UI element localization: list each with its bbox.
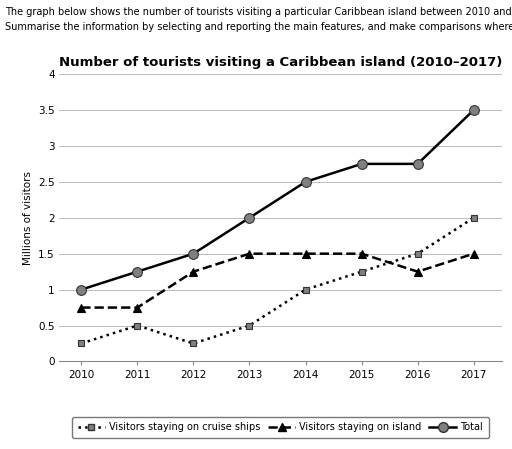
- Title: Number of tourists visiting a Caribbean island (2010–2017): Number of tourists visiting a Caribbean …: [59, 56, 502, 69]
- Text: Summarise the information by selecting and reporting the main features, and make: Summarise the information by selecting a…: [5, 22, 512, 31]
- Y-axis label: Millions of visitors: Millions of visitors: [23, 171, 33, 265]
- Text: The graph below shows the number of tourists visiting a particular Caribbean isl: The graph below shows the number of tour…: [5, 7, 512, 17]
- Legend: Visitors staying on cruise ships, Visitors staying on island, Total: Visitors staying on cruise ships, Visito…: [72, 417, 489, 438]
